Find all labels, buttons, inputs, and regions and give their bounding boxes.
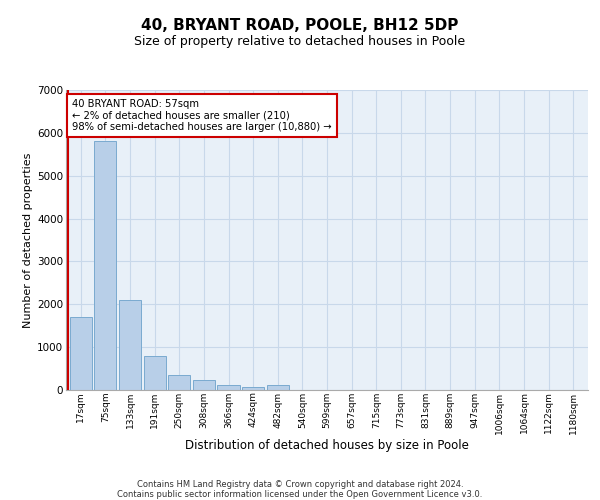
Text: 40 BRYANT ROAD: 57sqm
← 2% of detached houses are smaller (210)
98% of semi-deta: 40 BRYANT ROAD: 57sqm ← 2% of detached h… — [72, 98, 332, 132]
Bar — [242, 387, 264, 390]
Bar — [94, 142, 116, 390]
Bar — [143, 356, 166, 390]
Bar — [193, 380, 215, 390]
Bar — [168, 375, 190, 390]
Y-axis label: Number of detached properties: Number of detached properties — [23, 152, 33, 328]
Text: Size of property relative to detached houses in Poole: Size of property relative to detached ho… — [134, 35, 466, 48]
X-axis label: Distribution of detached houses by size in Poole: Distribution of detached houses by size … — [185, 439, 469, 452]
Text: 40, BRYANT ROAD, POOLE, BH12 5DP: 40, BRYANT ROAD, POOLE, BH12 5DP — [142, 18, 458, 32]
Bar — [266, 385, 289, 390]
Bar — [70, 317, 92, 390]
Text: Contains HM Land Registry data © Crown copyright and database right 2024.
Contai: Contains HM Land Registry data © Crown c… — [118, 480, 482, 500]
Bar — [217, 385, 239, 390]
Bar — [119, 300, 141, 390]
